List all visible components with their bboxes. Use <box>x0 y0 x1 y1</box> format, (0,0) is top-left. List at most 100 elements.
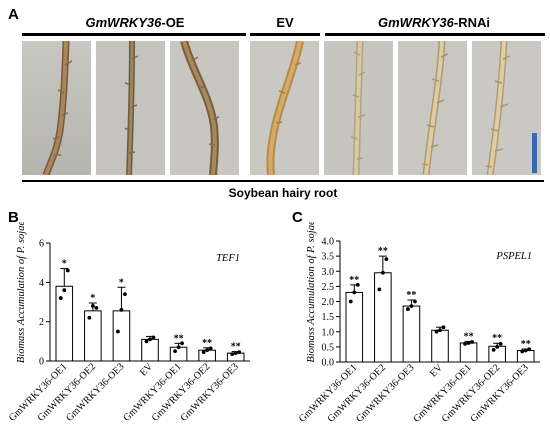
root-photo-rnai1 <box>324 41 393 175</box>
group-oe-suffix: -OE <box>161 15 185 30</box>
group-ev-suffix: EV <box>276 15 294 30</box>
significance-0: ** <box>349 275 359 286</box>
point-6-1 <box>233 351 238 356</box>
point-2-2 <box>123 292 127 297</box>
y-tick-label-0: 0.0 <box>322 358 335 369</box>
y-tick-label-2: 4 <box>39 278 44 289</box>
significance-6: ** <box>231 342 241 353</box>
root-photo-rnai2 <box>398 41 467 175</box>
point-0-2 <box>65 268 70 273</box>
point-5-1 <box>495 344 500 349</box>
bar-2 <box>402 305 421 363</box>
significance-1: * <box>90 293 95 304</box>
point-5-2 <box>208 346 213 351</box>
point-6-0 <box>230 352 235 357</box>
point-1-0 <box>377 287 382 292</box>
bar-2 <box>112 310 131 362</box>
root-photo-oe2 <box>96 41 165 175</box>
panel-c-label: C <box>292 209 303 226</box>
point-2-0 <box>406 307 410 311</box>
point-3-1 <box>148 337 152 342</box>
point-3-2 <box>151 335 156 340</box>
point-1-2 <box>94 306 99 310</box>
y-tick-label-3: 1.5 <box>322 312 335 323</box>
panel-a-label: A <box>8 6 19 23</box>
significance-2: ** <box>406 290 416 301</box>
point-1-1 <box>90 304 95 308</box>
point-1-0 <box>87 315 92 320</box>
y-tick-label-0: 0 <box>39 357 44 368</box>
panel-a-caption: Soybean hairy root <box>228 186 338 200</box>
point-2-0 <box>116 329 120 334</box>
chart-tef1: Biomass Accumulation of P. sojae 0 2 4 6 TEF1… <box>7 222 250 424</box>
y-tick-label-8: 4.0 <box>322 237 335 248</box>
y-tick-label-7: 3.5 <box>322 252 335 263</box>
bar-3 <box>141 338 159 362</box>
significance-2: * <box>119 277 124 288</box>
x-tick-label-3: EV <box>138 361 156 379</box>
point-4-2 <box>180 341 184 346</box>
point-4-1 <box>176 345 181 350</box>
caption-line <box>22 180 544 182</box>
root-photo-oe1 <box>22 41 91 175</box>
y-axis-label: Biomass Accumulation of P. sojae <box>16 222 27 363</box>
point-5-0 <box>201 350 206 355</box>
significance-1: ** <box>378 246 388 257</box>
group-label-rnai: GmWRKY36-RNAi <box>324 15 544 30</box>
point-6-1 <box>523 348 528 353</box>
y-tick-label-6: 3.0 <box>322 267 335 278</box>
point-6-0 <box>520 349 525 354</box>
point-2-1 <box>119 307 124 312</box>
y-axis-label: Biomass Accumulation of P. sojae <box>306 222 317 363</box>
group-rnai-suffix: -RNAi <box>453 15 490 30</box>
group-line-oe <box>22 33 246 36</box>
significance-4: ** <box>174 333 184 344</box>
y-tick-label-5: 2.5 <box>322 282 335 293</box>
point-5-2 <box>498 341 503 346</box>
point-3-0 <box>434 329 439 334</box>
point-3-2 <box>441 325 446 330</box>
y-tick-label-1: 2 <box>39 317 44 328</box>
point-6-2 <box>527 347 532 352</box>
point-3-1 <box>438 328 442 333</box>
y-tick-label-4: 2.0 <box>322 297 335 308</box>
point-2-1 <box>409 304 414 308</box>
bar-4 <box>459 342 478 363</box>
gene-label: TEF1 <box>216 253 240 264</box>
significance-0: * <box>62 259 67 270</box>
point-4-0 <box>463 341 467 346</box>
point-0-0 <box>58 296 63 300</box>
group-line-ev <box>250 33 320 36</box>
group-rnai-gene: GmWRKY36 <box>378 15 454 30</box>
point-3-0 <box>144 339 149 344</box>
significance-4: ** <box>464 331 474 342</box>
significance-6: ** <box>521 339 531 350</box>
point-5-1 <box>205 348 210 353</box>
group-label-ev: EV <box>250 15 320 30</box>
significance-5: ** <box>492 333 502 344</box>
point-4-0 <box>173 349 177 354</box>
bar-0 <box>55 285 74 362</box>
point-1-1 <box>380 270 385 275</box>
y-tick-label-3: 6 <box>39 239 44 250</box>
bar-1 <box>84 310 102 362</box>
significance-5: ** <box>202 338 212 349</box>
point-0-0 <box>348 299 353 304</box>
bar-3 <box>431 329 449 363</box>
x-tick-label-3: EV <box>428 362 446 380</box>
y-tick-label-2: 1.0 <box>322 327 335 338</box>
bar-0 <box>345 291 364 363</box>
point-0-2 <box>355 282 360 287</box>
y-tick-label-1: 0.5 <box>322 342 335 353</box>
group-line-rnai <box>325 33 545 36</box>
panel-b-label: B <box>8 209 19 226</box>
bar-1 <box>374 272 392 363</box>
root-photo-ev <box>250 41 319 175</box>
point-0-1 <box>62 288 67 293</box>
point-0-1 <box>352 290 357 295</box>
root-photo-oe3 <box>170 41 239 175</box>
chart-pspel1: Biomass Accumulation of P. sojae 0.0 0.5 1.… <box>297 222 540 425</box>
root-photo-rnai3 <box>472 41 541 175</box>
point-4-2 <box>470 340 474 344</box>
gene-label: PSPEL1 <box>495 251 532 262</box>
